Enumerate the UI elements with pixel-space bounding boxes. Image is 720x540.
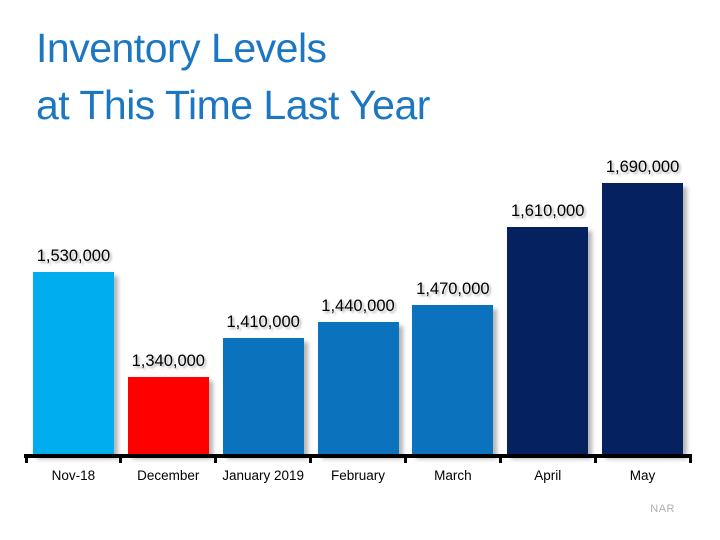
bar-february xyxy=(317,321,399,455)
category-label-january-2019: January 2019 xyxy=(222,468,305,483)
axis-tick xyxy=(688,454,692,463)
value-label-april: 1,610,000 xyxy=(511,202,585,221)
value-label-january-2019: 1,410,000 xyxy=(226,313,300,332)
bar-may xyxy=(602,182,684,455)
category-label-april: April xyxy=(534,468,562,483)
value-label-february: 1,440,000 xyxy=(321,296,395,315)
bar-january-2019 xyxy=(222,338,304,455)
value-label-december: 1,340,000 xyxy=(131,352,205,371)
chart-title-line2: at This Time Last Year xyxy=(36,82,430,128)
bar-nov-18 xyxy=(32,271,114,455)
axis-tick xyxy=(403,454,407,463)
source-label: NAR xyxy=(650,503,675,515)
axis-tick xyxy=(309,454,313,463)
category-label-december: December xyxy=(137,468,200,483)
axis-tick xyxy=(24,454,28,463)
axis-tick xyxy=(498,454,502,463)
axis-tick xyxy=(593,454,597,463)
axis-tick xyxy=(119,454,123,463)
value-label-march: 1,470,000 xyxy=(416,279,490,298)
bar-april xyxy=(507,227,589,455)
value-label-nov-18: 1,530,000 xyxy=(36,246,111,265)
bar-december xyxy=(127,377,209,455)
bar-march xyxy=(412,304,494,455)
category-label-march: March xyxy=(434,468,472,483)
x-axis-line xyxy=(24,454,692,458)
chart-title: Inventory Levels at This Time Last Year xyxy=(36,20,430,134)
category-label-february: February xyxy=(330,468,386,483)
axis-tick xyxy=(214,454,218,463)
category-label-may: May xyxy=(629,468,656,483)
category-label-nov-18: Nov-18 xyxy=(51,468,96,483)
value-label-may: 1,690,000 xyxy=(605,157,680,176)
chart-title-line1: Inventory Levels xyxy=(36,25,327,71)
